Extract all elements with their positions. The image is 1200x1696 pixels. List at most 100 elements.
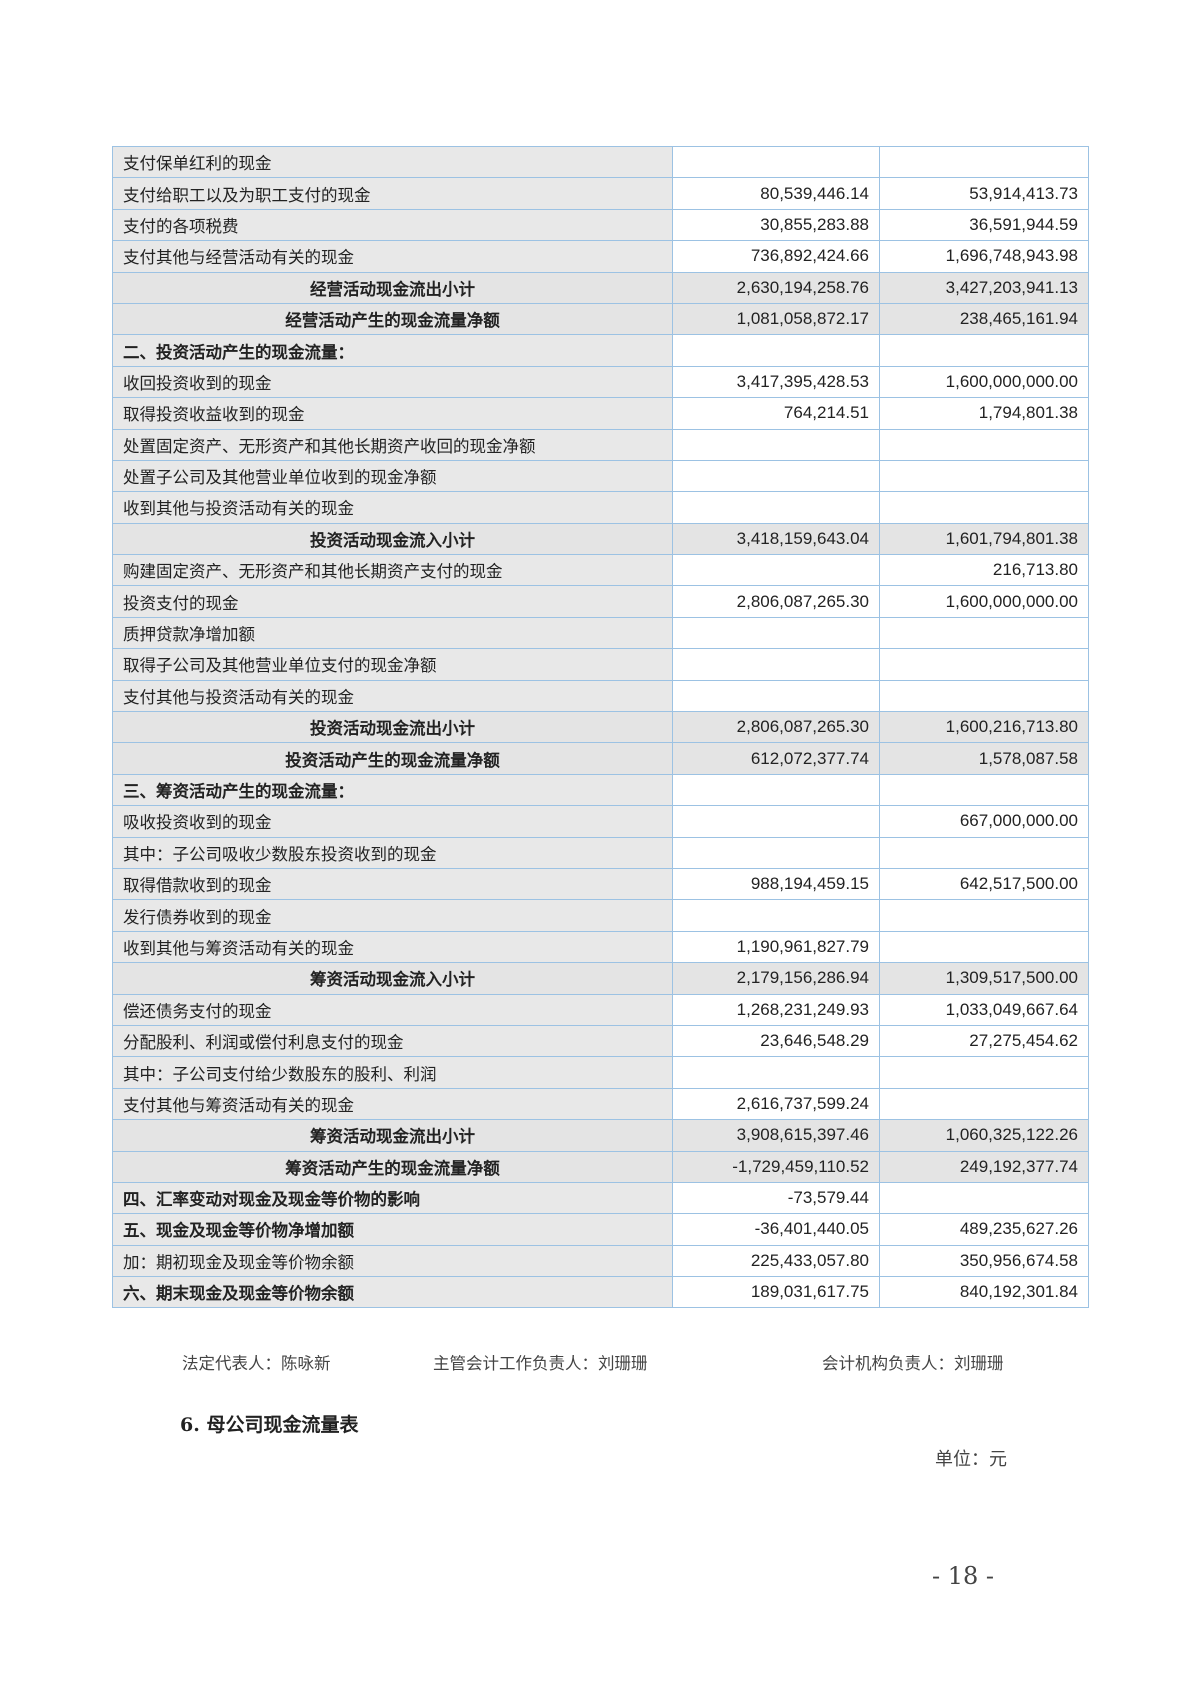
prior-period-value bbox=[879, 1087, 1089, 1121]
table-row: 发行债券收到的现金 bbox=[112, 899, 1089, 932]
prior-period-value: 53,914,413.73 bbox=[879, 177, 1089, 210]
subtotal-row: 经营活动产生的现金流量净额 1,081,058,872.17 238,465,161… bbox=[112, 302, 1089, 336]
table-row: 支付其他与经营活动有关的现金 736,892,424.66 1,696,748,94… bbox=[112, 240, 1089, 273]
current-period-value: -1,729,459,110.52 bbox=[672, 1150, 880, 1183]
row-label: 收到其他与投资活动有关的现金 bbox=[112, 491, 673, 524]
accounting-head-signature: 主管会计工作负责人：刘珊珊 bbox=[433, 1354, 648, 1373]
table-row: 吸收投资收到的现金 667,000,000.00 bbox=[112, 805, 1089, 838]
row-label: 投资活动现金流入小计 bbox=[112, 522, 673, 556]
subtotal-row: 投资活动产生的现金流量净额 612,072,377.74 1,578,087.58 bbox=[112, 742, 1089, 775]
row-label: 六、期末现金及现金等价物余额 bbox=[112, 1276, 673, 1309]
row-label: 筹资活动产生的现金流量净额 bbox=[112, 1150, 673, 1183]
current-period-value bbox=[672, 145, 880, 179]
row-label: 偿还债务支付的现金 bbox=[112, 993, 673, 1026]
prior-period-value: 489,235,627.26 bbox=[879, 1213, 1089, 1246]
prior-period-value: 1,600,216,713.80 bbox=[879, 711, 1089, 744]
row-label: 支付其他与投资活动有关的现金 bbox=[112, 679, 673, 713]
subtotal-row: 投资活动现金流出小计 2,806,087,265.30 1,600,216,713.… bbox=[112, 711, 1089, 744]
row-label: 经营活动产生的现金流量净额 bbox=[112, 302, 673, 336]
table-row: 取得子公司及其他营业单位支付的现金净额 bbox=[112, 648, 1089, 681]
row-label: 筹资活动现金流出小计 bbox=[112, 1119, 673, 1152]
row-label: 投资活动现金流出小计 bbox=[112, 711, 673, 744]
row-label: 支付其他与筹资活动有关的现金 bbox=[112, 1087, 673, 1121]
prior-period-value: 249,192,377.74 bbox=[879, 1150, 1089, 1183]
subtotal-row: 筹资活动现金流出小计 3,908,615,397.46 1,060,325,122.… bbox=[112, 1119, 1089, 1152]
row-label: 筹资活动现金流入小计 bbox=[112, 962, 673, 995]
row-label: 取得子公司及其他营业单位支付的现金净额 bbox=[112, 648, 673, 681]
table-row: 取得借款收到的现金 988,194,459.15 642,517,500.00 bbox=[112, 867, 1089, 901]
row-label: 分配股利、利润或偿付利息支付的现金 bbox=[112, 1024, 673, 1058]
row-label: 处置子公司及其他营业单位收到的现金净额 bbox=[112, 459, 673, 493]
table-row: 收回投资收到的现金 3,417,395,428.53 1,600,000,000.0… bbox=[112, 365, 1089, 399]
current-period-value: 988,194,459.15 bbox=[672, 867, 880, 901]
prior-period-value: 667,000,000.00 bbox=[879, 805, 1089, 838]
prior-period-value: 1,794,801.38 bbox=[879, 397, 1089, 430]
prior-period-value bbox=[879, 648, 1089, 681]
prior-period-value bbox=[879, 899, 1089, 932]
current-period-value bbox=[672, 616, 880, 650]
current-period-value bbox=[672, 459, 880, 493]
row-label: 质押贷款净增加额 bbox=[112, 616, 673, 650]
row-label: 加：期初现金及现金等价物余额 bbox=[112, 1244, 673, 1278]
current-period-value: 3,417,395,428.53 bbox=[672, 365, 880, 399]
current-period-value: 30,855,283.88 bbox=[672, 208, 880, 242]
table-row: 支付其他与投资活动有关的现金 bbox=[112, 679, 1089, 713]
current-period-value: -36,401,440.05 bbox=[672, 1213, 880, 1246]
row-label: 取得借款收到的现金 bbox=[112, 867, 673, 901]
prior-period-value: 36,591,944.59 bbox=[879, 208, 1089, 242]
prior-period-value: 1,309,517,500.00 bbox=[879, 962, 1089, 995]
current-period-value: 764,214.51 bbox=[672, 397, 880, 430]
prior-period-value bbox=[879, 930, 1089, 964]
current-period-value bbox=[672, 491, 880, 524]
table-row: 支付其他与筹资活动有关的现金 2,616,737,599.24 bbox=[112, 1087, 1089, 1121]
accounting-dept-head-signature: 会计机构负责人：刘珊珊 bbox=[822, 1354, 1004, 1373]
table-row: 偿还债务支付的现金 1,268,231,249.93 1,033,049,667.6… bbox=[112, 993, 1089, 1026]
table-row: 收到其他与投资活动有关的现金 bbox=[112, 491, 1089, 524]
prior-period-value bbox=[879, 428, 1089, 461]
current-period-value: 2,616,737,599.24 bbox=[672, 1087, 880, 1121]
row-label: 处置固定资产、无形资产和其他长期资产收回的现金净额 bbox=[112, 428, 673, 461]
row-label: 收到其他与筹资活动有关的现金 bbox=[112, 930, 673, 964]
row-label: 购建固定资产、无形资产和其他长期资产支付的现金 bbox=[112, 554, 673, 587]
current-period-value bbox=[672, 899, 880, 932]
table-row: 支付保单红利的现金 bbox=[112, 145, 1089, 179]
row-label: 取得投资收益收到的现金 bbox=[112, 397, 673, 430]
row-label: 投资活动产生的现金流量净额 bbox=[112, 742, 673, 775]
prior-period-value bbox=[879, 491, 1089, 524]
current-period-value: 1,190,961,827.79 bbox=[672, 930, 880, 964]
current-period-value: 3,908,615,397.46 bbox=[672, 1119, 880, 1152]
current-period-value: 80,539,446.14 bbox=[672, 177, 880, 210]
section-row: 五、现金及现金等价物净增加额 -36,401,440.05 489,235,627.… bbox=[112, 1213, 1089, 1246]
prior-period-value: 1,578,087.58 bbox=[879, 742, 1089, 775]
prior-period-value bbox=[879, 773, 1089, 807]
row-label: 支付的各项税费 bbox=[112, 208, 673, 242]
row-label: 支付保单红利的现金 bbox=[112, 145, 673, 179]
current-period-value bbox=[672, 805, 880, 838]
cash-flow-table: 支付保单红利的现金 支付给职工以及为职工支付的现金 80,539,446.14 53,… bbox=[112, 145, 1089, 1309]
row-label: 五、现金及现金等价物净增加额 bbox=[112, 1213, 673, 1246]
prior-period-value: 1,600,000,000.00 bbox=[879, 585, 1089, 618]
current-period-value bbox=[672, 773, 880, 807]
prior-period-value: 1,600,000,000.00 bbox=[879, 365, 1089, 399]
table-row: 支付的各项税费 30,855,283.88 36,591,944.59 bbox=[112, 208, 1089, 242]
row-label: 投资支付的现金 bbox=[112, 585, 673, 618]
current-period-value: 2,806,087,265.30 bbox=[672, 711, 880, 744]
current-period-value bbox=[672, 428, 880, 461]
legal-representative-signature: 法定代表人：陈咏新 bbox=[182, 1354, 331, 1373]
row-label: 支付其他与经营活动有关的现金 bbox=[112, 240, 673, 273]
current-period-value: -73,579.44 bbox=[672, 1181, 880, 1215]
row-label: 二、投资活动产生的现金流量： bbox=[112, 334, 673, 367]
current-period-value: 2,806,087,265.30 bbox=[672, 585, 880, 618]
current-period-value: 612,072,377.74 bbox=[672, 742, 880, 775]
prior-period-value: 216,713.80 bbox=[879, 554, 1089, 587]
section-row: 四、汇率变动对现金及现金等价物的影响 -73,579.44 bbox=[112, 1181, 1089, 1215]
prior-period-value bbox=[879, 679, 1089, 713]
current-period-value: 736,892,424.66 bbox=[672, 240, 880, 273]
table-row: 购建固定资产、无形资产和其他长期资产支付的现金 216,713.80 bbox=[112, 554, 1089, 587]
row-label: 支付给职工以及为职工支付的现金 bbox=[112, 177, 673, 210]
row-label: 四、汇率变动对现金及现金等价物的影响 bbox=[112, 1181, 673, 1215]
prior-period-value: 840,192,301.84 bbox=[879, 1276, 1089, 1309]
row-label: 吸收投资收到的现金 bbox=[112, 805, 673, 838]
current-period-value bbox=[672, 554, 880, 587]
section-row: 三、筹资活动产生的现金流量： bbox=[112, 773, 1089, 807]
